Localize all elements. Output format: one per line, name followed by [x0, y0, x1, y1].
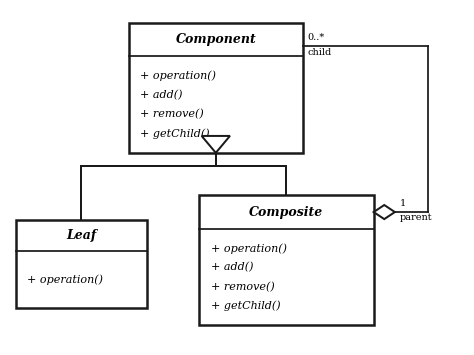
Text: + add(): + add(): [140, 90, 183, 100]
Text: + operation(): + operation(): [211, 243, 287, 253]
Text: Composite: Composite: [249, 206, 324, 219]
Text: child: child: [308, 48, 332, 57]
Bar: [16, 220, 147, 308]
Text: + getChild(): + getChild(): [140, 128, 210, 139]
Text: Component: Component: [175, 33, 256, 46]
Bar: [128, 22, 303, 153]
Text: + remove(): + remove(): [211, 282, 275, 292]
Bar: [199, 195, 374, 326]
Text: + getChild(): + getChild(): [211, 301, 281, 311]
Text: Leaf: Leaf: [66, 229, 97, 242]
Text: + add(): + add(): [211, 262, 254, 273]
Text: + operation(): + operation(): [27, 274, 103, 285]
Text: + remove(): + remove(): [140, 109, 204, 119]
Text: + operation(): + operation(): [140, 70, 217, 81]
Polygon shape: [201, 136, 230, 153]
Text: 0..*: 0..*: [308, 33, 325, 42]
Text: 1: 1: [400, 199, 406, 208]
Text: parent: parent: [400, 213, 432, 222]
Polygon shape: [374, 205, 395, 219]
